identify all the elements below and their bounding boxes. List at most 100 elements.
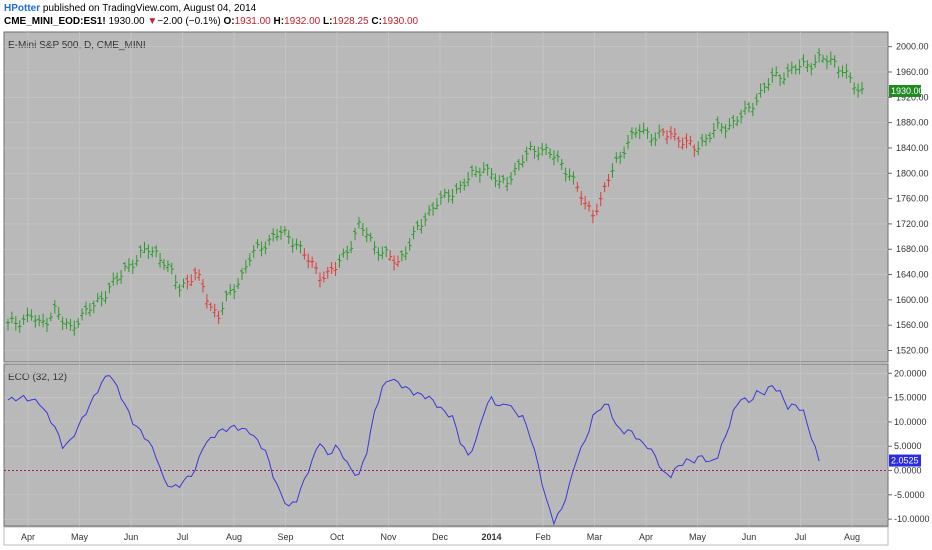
ohlc-bar — [83, 301, 88, 316]
ohlc-bar — [111, 272, 116, 286]
price-pane[interactable] — [3, 31, 889, 363]
ohlc-bar — [821, 54, 826, 63]
ohlc-bar — [594, 203, 599, 216]
x-tick-label: Sep — [277, 532, 293, 542]
ohlc-bar — [684, 133, 689, 149]
ohlc-bar — [754, 93, 759, 106]
ohlc-bar — [739, 109, 744, 124]
ohlc-bar — [731, 115, 736, 129]
ohlc-bar — [789, 61, 794, 75]
ohlc-bar — [696, 141, 701, 156]
ohlc-bar — [403, 246, 408, 261]
author-link[interactable]: HPotter — [4, 3, 41, 14]
ohlc-bar — [236, 278, 241, 289]
symbol-name[interactable]: CME_MINI_EOD:ES1! — [4, 16, 106, 27]
ohlc-bar — [64, 318, 69, 330]
quote-line: CME_MINI_EOD:ES1! 1930.00 ▼−2.00 (−0.1%)… — [4, 15, 924, 28]
x-tick-label: Jun — [742, 532, 757, 542]
ohlc-bar — [579, 191, 584, 206]
ohlc-bar — [56, 306, 61, 320]
ohlc-bar — [614, 152, 619, 163]
ohlc-bar — [657, 124, 662, 139]
ohlc-bar — [711, 122, 716, 138]
ohlc-bar — [399, 250, 404, 262]
ohlc-bar — [41, 313, 46, 328]
price-y-tick-label: 1640.00 — [896, 270, 929, 280]
price-y-tick-label: 1600.00 — [896, 295, 929, 305]
ohlc-bar — [173, 274, 178, 290]
publish-line: HPotter published on TradingView.com, Au… — [4, 2, 924, 15]
x-tick-label: Apr — [21, 532, 35, 542]
ohlc-bar — [462, 178, 467, 191]
price-y-tick-label: 1520.00 — [896, 346, 929, 356]
price-y-tick-label: 1680.00 — [896, 244, 929, 254]
ohlc-bar — [606, 173, 611, 187]
ohlc-bar — [80, 308, 85, 321]
eco-y-tick-label: -5.0000 — [894, 490, 925, 500]
ohlc-bar — [852, 82, 857, 95]
ohlc-bar — [735, 116, 740, 127]
ohlc-bar — [438, 190, 443, 205]
x-tick-label: Aug — [226, 532, 242, 542]
ohlc-bar — [431, 202, 436, 216]
ohlc-bar — [44, 317, 49, 333]
ohlc-bar — [485, 163, 490, 176]
ohlc-bar — [477, 167, 482, 183]
ohlc-bar — [817, 48, 822, 63]
price-y-tick-label: 1560.00 — [896, 320, 929, 330]
ohlc-bar — [76, 318, 81, 329]
x-tick-label: Dec — [432, 532, 449, 542]
ohlc-bar — [704, 134, 709, 146]
ohlc-bar — [446, 189, 451, 203]
publish-info: published on TradingView.com, August 04,… — [42, 3, 257, 14]
eco-last-label: 2.0525 — [891, 456, 919, 466]
eco-y-tick-label: 10.0000 — [894, 417, 927, 427]
ohlc-bar — [220, 301, 225, 316]
ohlc-bar — [707, 132, 712, 143]
ohlc-bar — [294, 238, 299, 250]
ohlc-bar — [60, 316, 65, 331]
ohlc-bar — [337, 254, 342, 268]
ohlc-bar — [575, 181, 580, 192]
ohlc-bar — [856, 83, 861, 98]
ohlc-bar — [840, 65, 845, 77]
x-tick-label: Feb — [535, 532, 551, 542]
ohlc-bar — [762, 82, 767, 94]
ohlc-bar — [13, 315, 18, 331]
eco-pane[interactable] — [3, 363, 889, 527]
ohlc-bar — [271, 228, 276, 242]
time-axis[interactable] — [3, 526, 889, 546]
x-tick-label: May — [689, 532, 707, 542]
ohlc-bar — [544, 143, 549, 155]
price-y-tick-label: 1840.00 — [896, 143, 929, 153]
ohlc-bar — [700, 133, 705, 147]
ohlc-bar — [193, 267, 198, 281]
ohlc-bar — [419, 218, 424, 234]
ohlc-bar — [512, 162, 517, 176]
ohlc-bar — [805, 60, 810, 72]
ohlc-bar — [567, 168, 572, 181]
close-value: 1930.00 — [381, 16, 419, 27]
ohlc-bar — [267, 234, 272, 246]
ohlc-bar — [497, 174, 502, 189]
ohlc-bar — [33, 315, 38, 328]
price-y-tick-label: 1800.00 — [896, 168, 929, 178]
ohlc-bar — [563, 167, 568, 182]
ohlc-bar — [571, 171, 576, 185]
ohlc-bar — [197, 269, 202, 281]
x-tick-label: Aug — [844, 532, 860, 542]
ohlc-bar — [150, 246, 155, 258]
ohlc-bar — [665, 130, 670, 145]
ohlc-bar — [302, 247, 307, 260]
ohlc-bar — [782, 72, 787, 85]
x-tick-label: Mar — [587, 532, 603, 542]
ohlc-bar — [388, 250, 393, 262]
ohlc-bar — [189, 274, 194, 287]
ohlc-bar — [310, 256, 315, 268]
ohlc-bar — [813, 54, 818, 68]
ohlc-bar — [427, 205, 432, 216]
x-tick-label: Jun — [124, 532, 139, 542]
ohlc-bar — [154, 245, 159, 258]
ohlc-bar — [450, 189, 455, 204]
